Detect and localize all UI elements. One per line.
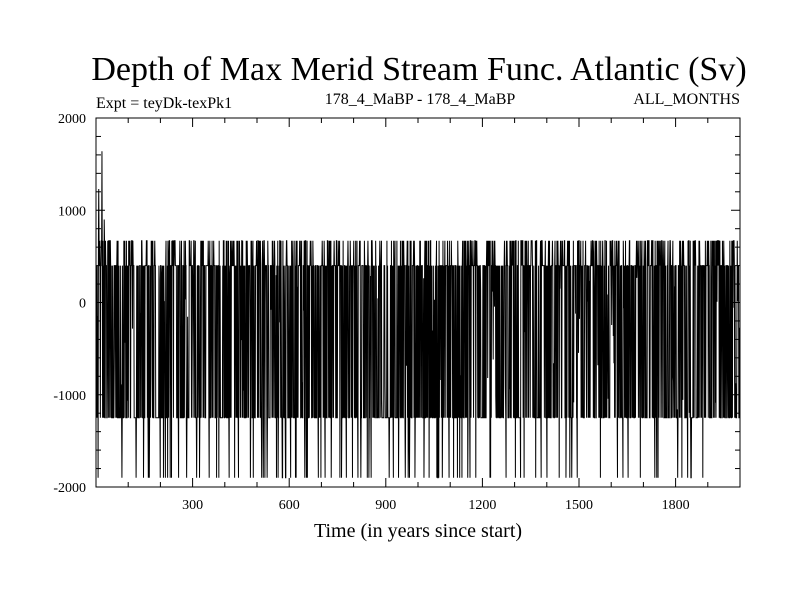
y-tick-label: 1000: [58, 204, 86, 219]
experiment-label: Expt = teyDk-texPk1: [96, 95, 232, 112]
period-label: 178_4_MaBP - 178_4_MaBP: [325, 91, 516, 108]
y-tick-label: -1000: [53, 389, 86, 404]
months-label: ALL_MONTHS: [633, 91, 740, 108]
x-tick-label: 900: [375, 498, 396, 513]
x-tick-label: 1800: [662, 498, 690, 513]
x-axis-label: Time (in years since start): [314, 520, 522, 542]
y-tick-label: 0: [79, 297, 86, 312]
series-line: [95, 151, 741, 479]
x-tick-label: 600: [279, 498, 300, 513]
y-tick-label: 2000: [58, 112, 86, 127]
x-tick-label: 300: [182, 498, 203, 513]
tick-labels: 300 600 900 1200 1500 1800 -2000 -1000 0 1000 2000: [53, 112, 689, 513]
y-tick-label: -2000: [53, 481, 86, 496]
plot-frame: [95, 117, 741, 488]
data-series: [95, 151, 741, 479]
chart-title: Depth of Max Merid Stream Func. Atlantic…: [91, 51, 746, 88]
x-tick-label: 1500: [565, 498, 593, 513]
x-tick-label: 1200: [468, 498, 496, 513]
